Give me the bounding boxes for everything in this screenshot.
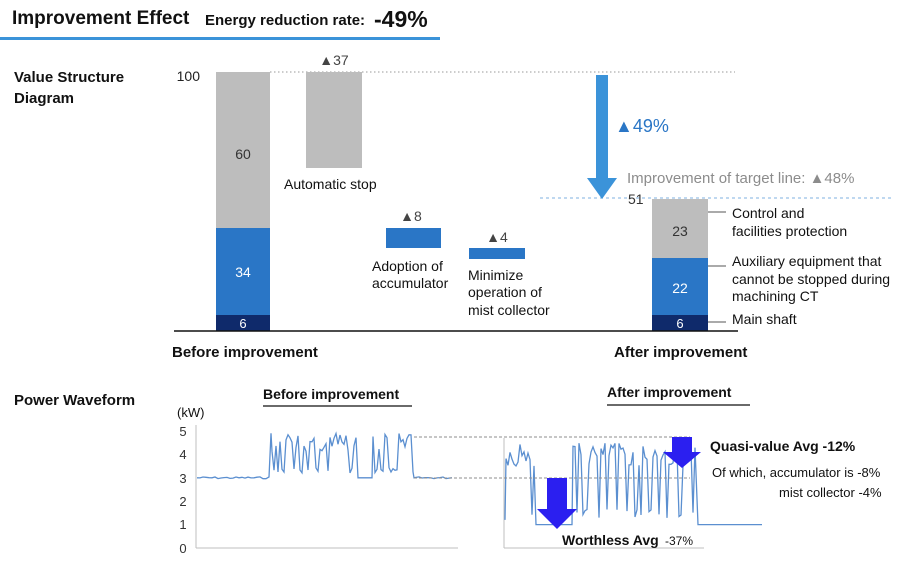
step-name-mist-line3: mist collector — [468, 302, 550, 318]
after-total-label: 51 — [628, 191, 644, 207]
waveform-unit: (kW) — [177, 405, 204, 420]
quasi-value-label: Quasi-value Avg -12% — [710, 438, 856, 454]
quasi-arrow-head — [663, 452, 701, 468]
value-structure-title-line1: Value Structure — [14, 69, 125, 86]
ytick-0: 0 — [179, 541, 186, 556]
power-waveform-title: Power Waveform — [14, 392, 136, 409]
value-structure-title: Value Structure Diagram — [14, 67, 124, 109]
step-delta-accumulator: ▲8 — [400, 208, 422, 224]
breakdown-line2: mist collector -4% — [779, 485, 882, 500]
step-delta-mist-collector: ▲4 — [486, 229, 508, 245]
breakdown-line1: Of which, accumulator is -8% — [712, 465, 881, 480]
waveform-after-panel: After improvement — [503, 384, 762, 549]
waveform-before-label: Before improvement — [263, 386, 399, 402]
step-mist-collector: ▲4 Minimize operation of mist collector — [468, 229, 550, 318]
ytick-2: 2 — [179, 494, 186, 509]
step-name-mist-line1: Minimize — [468, 267, 523, 283]
legend-aux-line2: cannot be stopped during — [732, 271, 890, 287]
bar-label-auxiliary-after: 22 — [672, 280, 688, 296]
reduction-arrow-head — [587, 178, 617, 199]
bar-label-control-after: 23 — [672, 223, 688, 239]
step-bar-automatic-stop — [306, 72, 362, 168]
header-underline — [0, 37, 440, 40]
bar-label-control-before: 60 — [235, 146, 251, 162]
worthless-arrow-head — [537, 509, 577, 529]
waveform-y-ticks: 5 4 3 2 1 0 — [179, 424, 186, 556]
bar-label-auxiliary-before: 34 — [235, 264, 251, 280]
legend-aux-line1: Auxiliary equipment that — [732, 253, 882, 269]
waveform-after-label: After improvement — [607, 384, 732, 400]
legend-control-line2: facilities protection — [732, 223, 847, 239]
quasi-arrow — [663, 437, 701, 468]
step-bar-mist-collector — [469, 248, 525, 259]
after-improvement-label: After improvement — [614, 344, 747, 361]
energy-reduction-label: Energy reduction rate: — [205, 12, 366, 29]
bar-segment-control-after — [652, 199, 708, 258]
worthless-arrow-shaft — [547, 478, 567, 510]
ytick-1: 1 — [179, 517, 186, 532]
bar-label-main-shaft-after: 6 — [676, 316, 683, 331]
bar-label-main-shaft-before: 6 — [239, 316, 246, 331]
energy-reduction-value: -49% — [374, 6, 428, 32]
waveform-after-line — [504, 442, 762, 526]
target-line-label: Improvement of target line: ▲48% — [627, 170, 854, 187]
reduction-arrow-shaft — [596, 75, 608, 179]
worthless-arrow — [537, 478, 577, 529]
reduction-label: ▲49% — [615, 116, 669, 136]
legend-control-line1: Control and — [732, 205, 804, 221]
step-delta-automatic-stop: ▲37 — [319, 52, 349, 68]
waveform-before-line — [196, 431, 453, 480]
bar-segment-main-shaft-before — [216, 315, 270, 331]
before-stacked-bar: 60 34 6 — [216, 72, 270, 331]
ytick-5: 5 — [179, 424, 186, 439]
value-structure-chart: 100 Improvement of target line: ▲48% 60 … — [172, 52, 892, 361]
quasi-arrow-shaft — [672, 437, 692, 453]
step-name-mist-line2: operation of — [468, 284, 542, 300]
worthless-value: -37% — [665, 534, 693, 548]
step-accumulator: ▲8 Adoption of accumulator — [372, 208, 449, 291]
ytick-3: 3 — [179, 471, 186, 486]
bar-segment-main-shaft-after — [652, 315, 708, 331]
legend: Control and facilities protection Auxili… — [708, 205, 890, 327]
reduction-arrow: ▲49% — [587, 75, 669, 199]
page-title: Improvement Effect — [12, 8, 190, 29]
step-automatic-stop: ▲37 Automatic stop — [284, 52, 377, 192]
bar-segment-auxiliary-after — [652, 258, 708, 315]
value-structure-title-line2: Diagram — [14, 90, 75, 107]
step-name-accumulator-line2: accumulator — [372, 275, 449, 291]
worthless-label: Worthless Avg — [562, 532, 659, 548]
bar-segment-control-before — [216, 72, 270, 228]
before-improvement-label: Before improvement — [172, 344, 318, 361]
power-waveform-chart: (kW) 5 4 3 2 1 0 Before improvement Afte… — [177, 384, 882, 556]
legend-aux-line3: machining CT — [732, 288, 819, 304]
legend-main-shaft: Main shaft — [732, 311, 797, 327]
after-stacked-bar: 51 23 22 6 — [628, 191, 708, 331]
bar-segment-auxiliary-before — [216, 228, 270, 315]
step-name-automatic-stop: Automatic stop — [284, 176, 377, 192]
ytick-4: 4 — [179, 447, 186, 462]
step-bar-accumulator — [386, 228, 441, 248]
axis-label-100: 100 — [177, 68, 201, 84]
step-name-accumulator-line1: Adoption of — [372, 258, 443, 274]
waveform-before-panel: Before improvement — [195, 386, 458, 549]
